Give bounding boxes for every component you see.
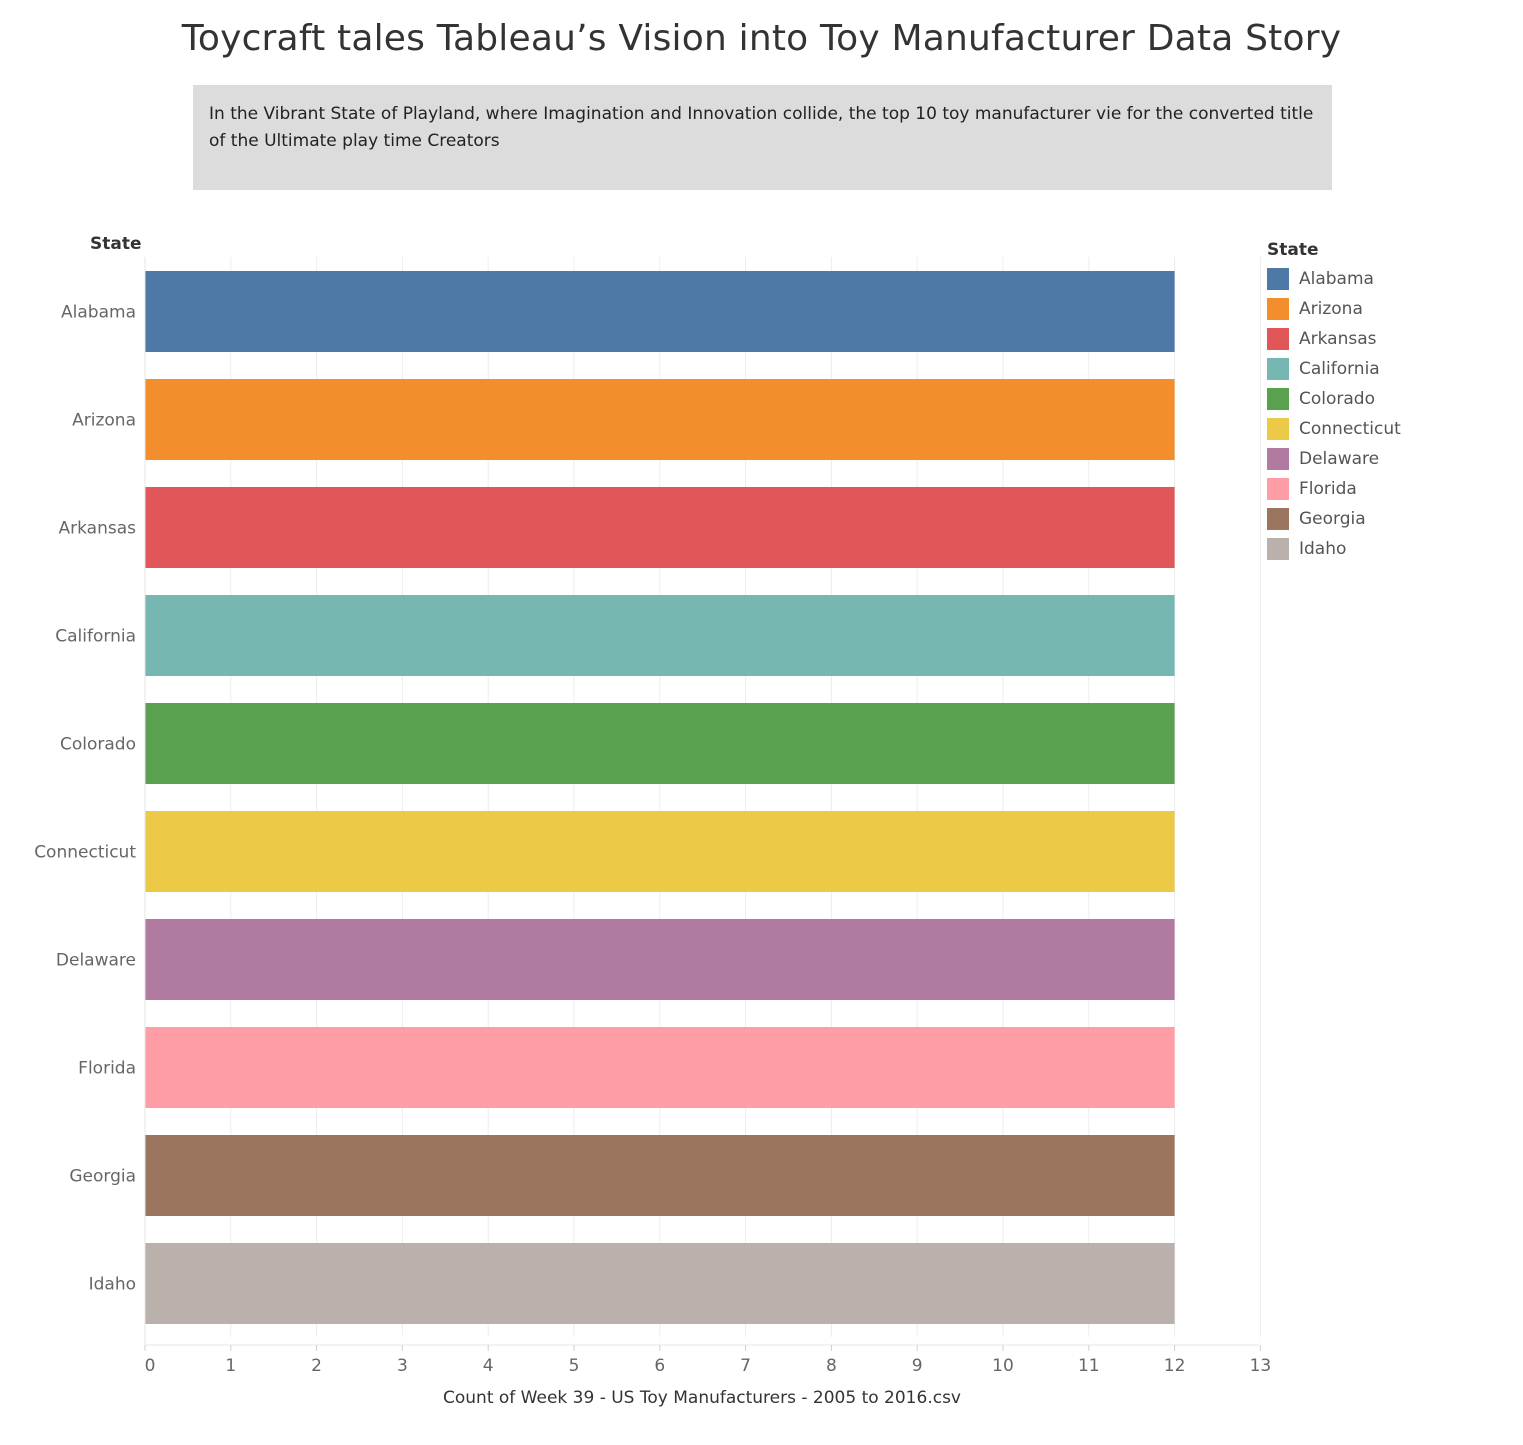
legend-label: Georgia: [1299, 509, 1366, 529]
category-label: California: [55, 627, 136, 647]
category-label: Colorado: [60, 735, 136, 755]
description-text: In the Vibrant State of Playland, where …: [209, 104, 1314, 151]
x-tick-label: 1: [225, 1356, 236, 1376]
legend-item[interactable]: Alabama: [1267, 264, 1401, 294]
category-label: Arizona: [72, 411, 136, 431]
x-tick-label: 13: [1250, 1356, 1272, 1376]
category-label: Delaware: [56, 951, 136, 971]
legend-swatch: [1267, 508, 1289, 530]
bar: [145, 1135, 1175, 1216]
legend-item[interactable]: Arkansas: [1267, 324, 1401, 354]
legend-item[interactable]: Florida: [1267, 474, 1401, 504]
legend-swatch: [1267, 298, 1289, 320]
legend-label: Delaware: [1299, 449, 1380, 469]
x-axis-title: Count of Week 39 - US Toy Manufacturers …: [443, 1388, 961, 1408]
category-label: Connecticut: [34, 843, 136, 863]
legend-swatch: [1267, 418, 1289, 440]
bar: [145, 379, 1175, 460]
x-tick-label: 9: [912, 1356, 923, 1376]
x-tick-label: 0: [145, 1356, 156, 1376]
legend-swatch: [1267, 538, 1289, 560]
legend-item[interactable]: Delaware: [1267, 444, 1401, 474]
legend-label: Connecticut: [1299, 419, 1401, 439]
y-axis-header: State: [90, 234, 142, 254]
legend-swatch: [1267, 358, 1289, 380]
legend-label: Idaho: [1299, 539, 1347, 559]
x-tick-label: 5: [569, 1356, 580, 1376]
legend-title: State: [1267, 240, 1319, 260]
bar: [145, 1027, 1175, 1108]
bar: [145, 1243, 1175, 1324]
legend-label: Arkansas: [1299, 329, 1377, 349]
x-tick-label: 2: [311, 1356, 322, 1376]
x-tick-label: 11: [1078, 1356, 1100, 1376]
legend-label: California: [1299, 359, 1380, 379]
category-label: Arkansas: [59, 519, 137, 539]
legend-swatch: [1267, 388, 1289, 410]
legend-swatch: [1267, 328, 1289, 350]
description-box: In the Vibrant State of Playland, where …: [193, 85, 1332, 190]
legend-swatch: [1267, 448, 1289, 470]
legend-label: Arizona: [1299, 299, 1363, 319]
x-tick-label: 6: [654, 1356, 665, 1376]
x-tick-label: 4: [483, 1356, 494, 1376]
bar: [145, 811, 1175, 892]
category-label: Alabama: [61, 303, 136, 323]
category-label: Florida: [78, 1059, 136, 1079]
x-tick-label: 3: [397, 1356, 408, 1376]
x-tick-label: 7: [740, 1356, 751, 1376]
x-tick-label: 8: [826, 1356, 837, 1376]
x-tick-label: 10: [992, 1356, 1014, 1376]
bar: [145, 703, 1175, 784]
legend-swatch: [1267, 268, 1289, 290]
legend-item[interactable]: Idaho: [1267, 534, 1401, 564]
category-label: Georgia: [69, 1167, 136, 1187]
legend-item[interactable]: Connecticut: [1267, 414, 1401, 444]
legend-swatch: [1267, 478, 1289, 500]
x-tick-label: 12: [1164, 1356, 1186, 1376]
bar: [145, 487, 1175, 568]
chart-title: Toycraft tales Tableau’s Vision into Toy…: [181, 18, 1342, 59]
legend-item[interactable]: California: [1267, 354, 1401, 384]
category-label: Idaho: [89, 1275, 136, 1295]
legend-label: Alabama: [1299, 269, 1374, 289]
bar: [145, 595, 1175, 676]
bar: [145, 271, 1175, 352]
legend-label: Florida: [1299, 479, 1357, 499]
legend-item[interactable]: Colorado: [1267, 384, 1401, 414]
legend-label: Colorado: [1299, 389, 1375, 409]
legend-item[interactable]: Arizona: [1267, 294, 1401, 324]
legend-items: Alabama Arizona Arkansas California Colorado…: [1267, 264, 1401, 564]
legend: State Alabama Arizona Arkansas California Co…: [1267, 240, 1401, 564]
legend-item[interactable]: Georgia: [1267, 504, 1401, 534]
bar: [145, 919, 1175, 1000]
